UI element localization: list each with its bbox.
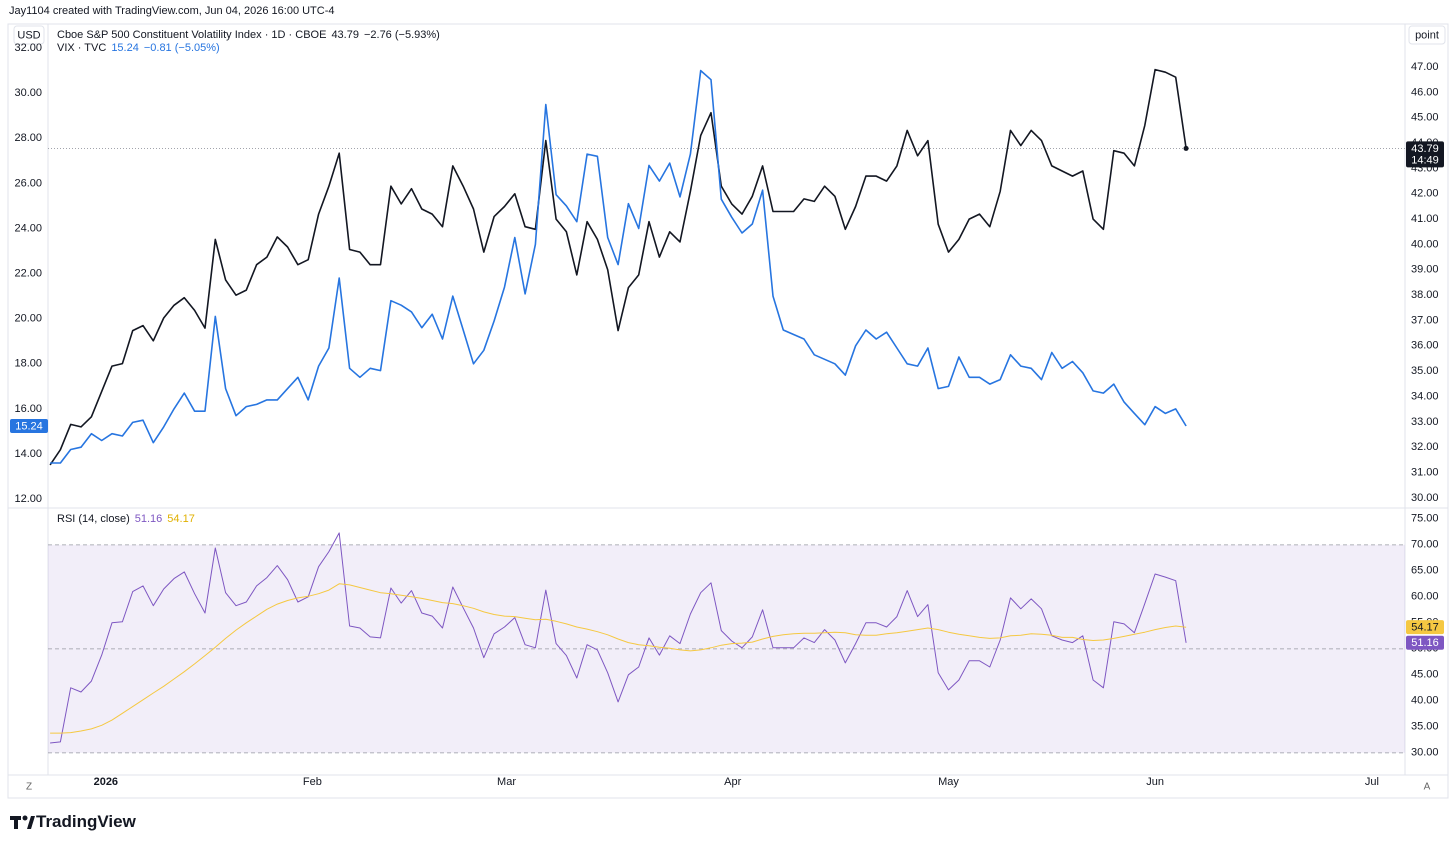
- y-tick-label: 18.00: [14, 358, 42, 370]
- last-value-badge: [1406, 620, 1444, 635]
- legend-series-name: RSI (14, close): [57, 513, 130, 525]
- last-value-label: 15.24: [15, 420, 43, 432]
- series-line: [49, 68, 1187, 466]
- y-tick-label: 40.00: [1411, 695, 1439, 707]
- y2-tick-label: 41.00: [1411, 213, 1439, 225]
- y2-tick-label: 42.00: [1411, 188, 1439, 200]
- legend-series-name: VIX · TVC: [57, 42, 107, 54]
- legend-value: 43.79: [331, 29, 359, 41]
- last-point: [1183, 145, 1189, 151]
- auto-scale-button[interactable]: A: [1424, 782, 1431, 793]
- y-tick-label: 16.00: [14, 403, 42, 415]
- legend-main: Cboe S&P 500 Constituent Volatility Inde…: [57, 29, 445, 41]
- y2-tick-label: 45.00: [1411, 112, 1439, 124]
- series-line: [50, 532, 1187, 744]
- y-tick-label: 60.00: [1411, 591, 1439, 603]
- y2-tick-label: 36.00: [1411, 340, 1439, 352]
- legend-value: 54.17: [167, 513, 195, 525]
- last-value-badge: [1406, 141, 1444, 168]
- y2-tick-label: 32.00: [1411, 441, 1439, 453]
- currency-label: USD: [17, 29, 40, 41]
- y2-tick-label: 38.00: [1411, 289, 1439, 301]
- x-tick-label: Feb: [303, 776, 322, 788]
- scale-label: point: [1415, 29, 1439, 41]
- y2-tick-label: 39.00: [1411, 264, 1439, 276]
- logo-text: TradingView: [36, 812, 136, 831]
- y-tick-label: 22.00: [14, 268, 42, 280]
- last-value-badge: [10, 419, 48, 434]
- y-tick-label: 32.00: [14, 42, 42, 54]
- y-tick-label: 30.00: [1411, 747, 1439, 759]
- last-value-badge: [1406, 635, 1444, 650]
- countdown-label: 14:49: [1411, 154, 1439, 166]
- y-tick-label: 20.00: [14, 313, 42, 325]
- y2-tick-label: 37.00: [1411, 314, 1439, 326]
- y-tick-label: 14.00: [14, 448, 42, 460]
- last-value-label: 54.17: [1411, 622, 1439, 634]
- y-tick-label: 75.00: [1411, 513, 1439, 525]
- y2-tick-label: 35.00: [1411, 365, 1439, 377]
- legend-rsi: RSI (14, close) 51.16 54.17: [57, 513, 200, 525]
- legend-series-name: Cboe S&P 500 Constituent Volatility Inde…: [57, 29, 327, 41]
- y-tick-label: 45.00: [1411, 669, 1439, 681]
- x-tick-label: Jul: [1365, 776, 1379, 788]
- x-tick-label: May: [938, 776, 959, 788]
- legend-change: −0.81 (−5.05%): [143, 42, 220, 54]
- last-value-label: 51.16: [1411, 637, 1439, 649]
- y2-tick-label: 47.00: [1411, 61, 1439, 73]
- header: Jay1104 created with TradingView.com, Ju…: [9, 5, 335, 17]
- y2-tick-label: 31.00: [1411, 466, 1439, 478]
- x-tick-label: Apr: [724, 776, 741, 788]
- logo-icon: [10, 815, 35, 829]
- y2-tick-label: 33.00: [1411, 416, 1439, 428]
- y2-tick-label: 30.00: [1411, 492, 1439, 504]
- y2-tick-label: 46.00: [1411, 86, 1439, 98]
- legend-value: 15.24: [111, 42, 139, 54]
- y-tick-label: 28.00: [14, 132, 42, 144]
- x-tick-label: 2026: [94, 776, 118, 788]
- y2-tick-label: 34.00: [1411, 390, 1439, 402]
- y-tick-label: 65.00: [1411, 565, 1439, 577]
- currency-button[interactable]: [13, 25, 45, 45]
- y-tick-label: 35.00: [1411, 721, 1439, 733]
- y-tick-label: 24.00: [14, 222, 42, 234]
- y-tick-label: 70.00: [1411, 539, 1439, 551]
- y-tick-label: 30.00: [14, 87, 42, 99]
- last-value-label: 43.79: [1411, 143, 1439, 155]
- series-line: [50, 69, 1187, 464]
- frame: [7, 23, 1449, 799]
- x-tick-label: Jun: [1146, 776, 1164, 788]
- y2-tick-label: 40.00: [1411, 238, 1439, 250]
- legend-change: −2.76 (−5.93%): [363, 29, 440, 41]
- zoom-button[interactable]: Z: [26, 782, 32, 793]
- x-tick-label: Mar: [497, 776, 516, 788]
- scale-button[interactable]: [1408, 25, 1446, 45]
- y-tick-label: 12.00: [14, 493, 42, 505]
- series-line: [50, 583, 1187, 734]
- legend-value: 51.16: [134, 513, 163, 525]
- y-tick-label: 26.00: [14, 177, 42, 189]
- legend-vix: VIX · TVC 15.24 −0.81 (−5.05%): [57, 42, 225, 54]
